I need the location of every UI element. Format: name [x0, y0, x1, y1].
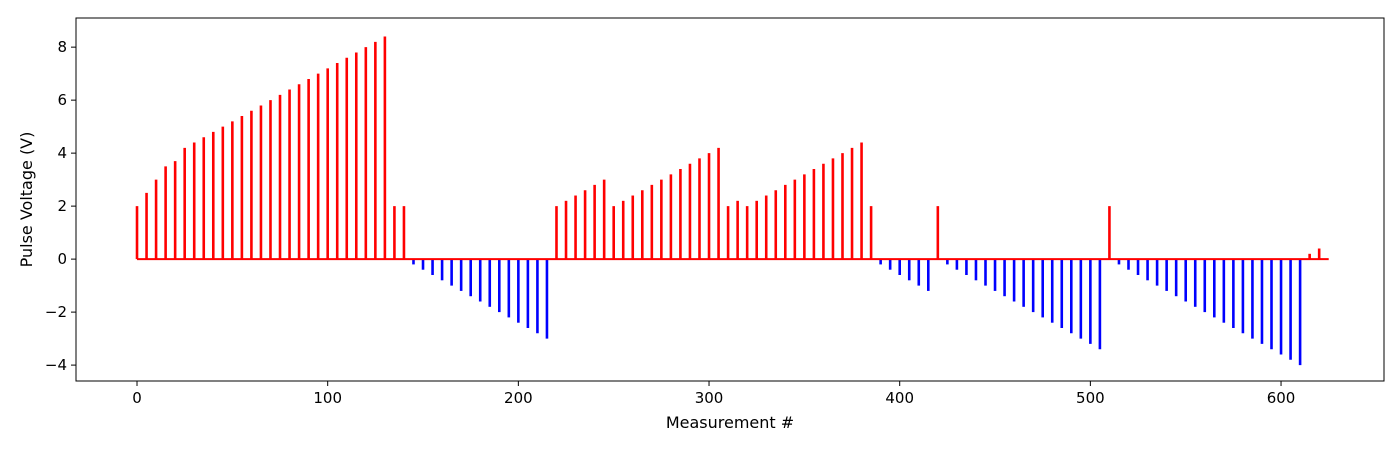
y-tick-label: 2	[57, 197, 67, 215]
y-axis-ticks: −4 −2 0 2 4 6 8	[45, 38, 76, 374]
y-tick-label: −4	[45, 356, 67, 374]
x-tick-label: 100	[313, 389, 342, 407]
x-tick-label: 400	[885, 389, 914, 407]
x-axis-label: Measurement #	[666, 413, 794, 432]
x-tick-label: 300	[695, 389, 724, 407]
x-tick-label: 500	[1076, 389, 1105, 407]
bar-series	[135, 36, 1321, 366]
y-tick-label: 6	[57, 91, 67, 109]
y-axis-label: Pulse Voltage (V)	[17, 132, 36, 268]
x-tick-label: 0	[132, 389, 142, 407]
x-tick-label: 200	[504, 389, 533, 407]
y-tick-label: 8	[57, 38, 67, 56]
y-tick-label: 4	[57, 144, 67, 162]
plot-frame	[75, 17, 1385, 382]
y-tick-label: −2	[45, 303, 67, 321]
x-tick-label: 600	[1267, 389, 1296, 407]
y-tick-label: 0	[57, 250, 67, 268]
x-axis-ticks: 0 100 200 300 400 500 600	[132, 381, 1295, 407]
